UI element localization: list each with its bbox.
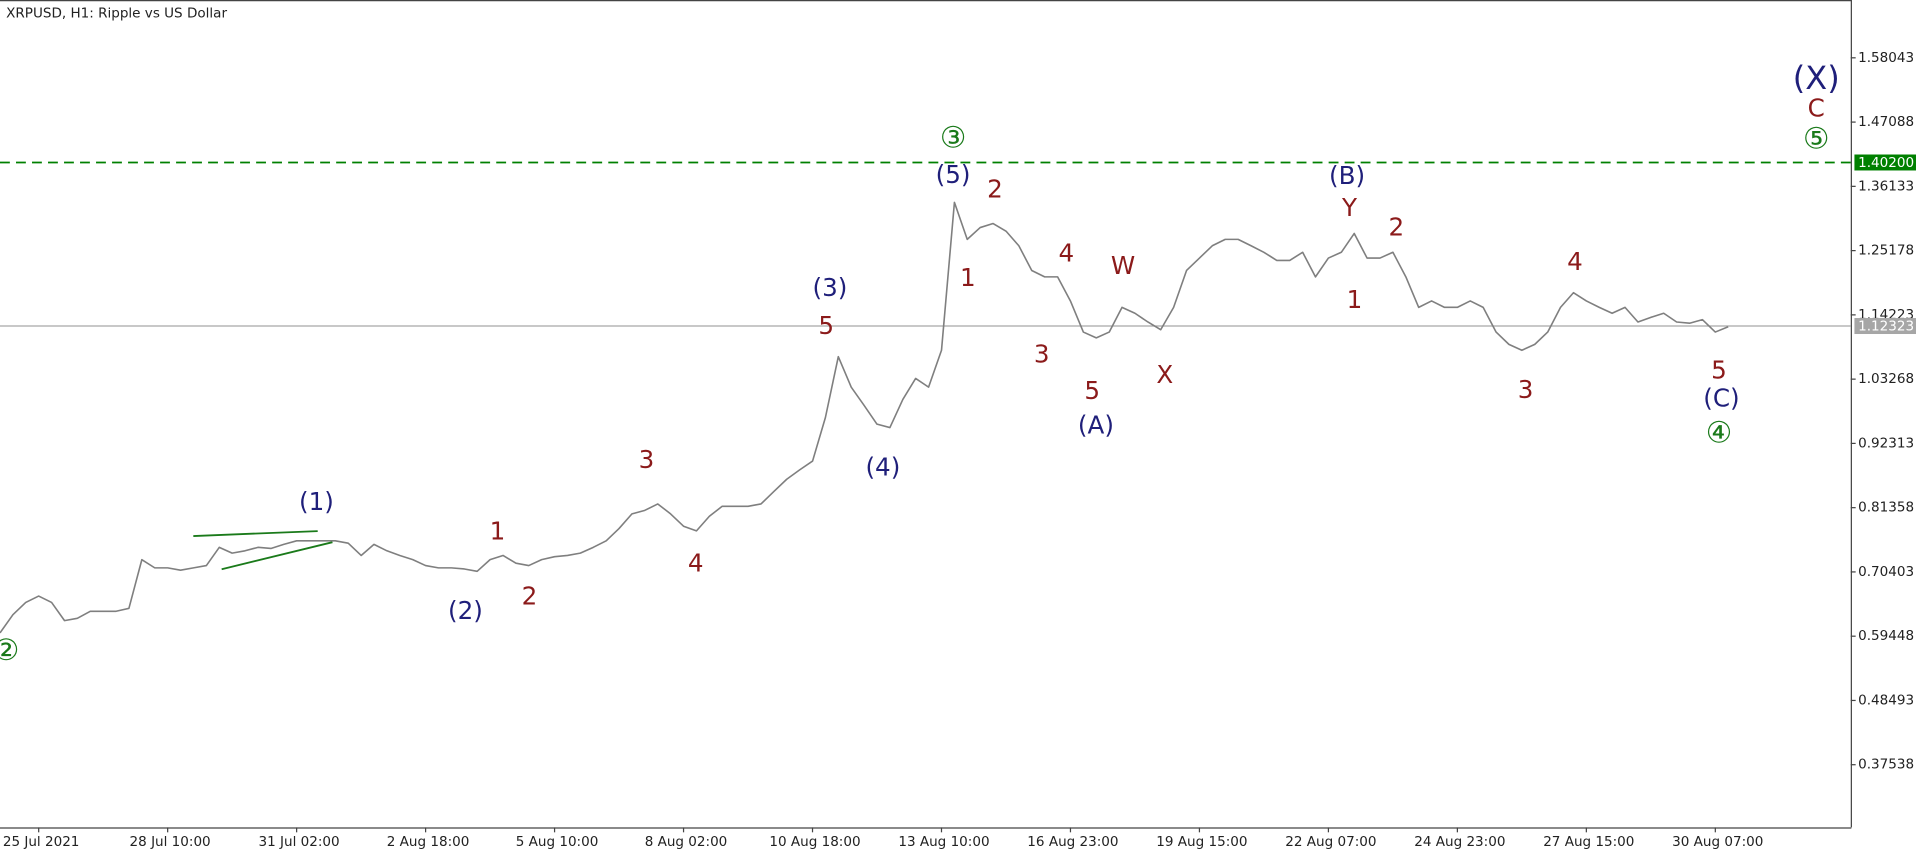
wave-label: ④ — [1706, 416, 1732, 450]
level-label: 1.40200 — [1858, 155, 1914, 171]
wave-label: ② — [0, 633, 19, 667]
wave-label: (1) — [299, 487, 334, 516]
wave-label: ⑤ — [1803, 122, 1829, 156]
triangle-line — [193, 530, 318, 537]
x-tick-label: 19 Aug 15:00 — [1156, 834, 1247, 850]
wave-label: W — [1111, 251, 1135, 280]
wave-label: (2) — [448, 596, 483, 625]
level-label: 1.12323 — [1858, 319, 1914, 335]
chart-title: XRPUSD, H1: Ripple vs US Dollar — [6, 6, 227, 22]
wave-label: ③ — [940, 120, 966, 154]
x-tick-label: 16 Aug 23:00 — [1027, 834, 1118, 850]
wave-label: 5 — [1711, 355, 1727, 384]
x-tick-label: 25 Jul 2021 — [3, 834, 80, 850]
x-tick-label: 27 Aug 15:00 — [1543, 834, 1634, 850]
wave-label: 2 — [522, 582, 538, 611]
wave-label: (5) — [936, 160, 971, 189]
wave-label: 3 — [639, 445, 655, 474]
level-label-box — [1854, 154, 1916, 171]
x-tick-label: 31 Jul 02:00 — [259, 834, 340, 850]
wave-label: 5 — [1084, 376, 1100, 405]
y-tick-label: 1.36133 — [1858, 178, 1914, 194]
y-tick-label: 0.92313 — [1858, 435, 1914, 451]
x-tick-label: 8 Aug 02:00 — [645, 834, 728, 850]
y-tick-label: 0.81358 — [1858, 500, 1914, 516]
y-tick-label: 1.58043 — [1858, 50, 1914, 66]
x-tick-label: 13 Aug 10:00 — [898, 834, 989, 850]
x-tick-label: 28 Jul 10:00 — [130, 834, 211, 850]
wave-label: 4 — [1567, 247, 1583, 276]
wave-label: 3 — [1518, 375, 1534, 404]
wave-label: (3) — [813, 273, 848, 302]
wave-label: (B) — [1329, 161, 1365, 190]
y-tick-label: 0.59448 — [1858, 628, 1914, 644]
wave-label: 4 — [688, 548, 704, 577]
y-tick-label: 1.25178 — [1858, 243, 1914, 259]
x-tick-label: 30 Aug 07:00 — [1672, 834, 1763, 850]
wave-label: (C) — [1703, 384, 1739, 413]
level-label-box — [1854, 318, 1916, 335]
wave-label: 5 — [818, 311, 834, 340]
x-tick-label: 5 Aug 10:00 — [516, 834, 599, 850]
wave-label: 1 — [960, 263, 976, 292]
wave-label: (4) — [865, 452, 900, 481]
wave-label: (X) — [1793, 59, 1840, 97]
price-line — [0, 201, 1729, 634]
x-tick-label: 22 Aug 07:00 — [1285, 834, 1376, 850]
wave-label: 3 — [1034, 339, 1050, 368]
y-tick-label: 0.48493 — [1858, 692, 1914, 708]
x-tick-label: 24 Aug 23:00 — [1414, 834, 1505, 850]
wave-label: 2 — [987, 175, 1003, 204]
wave-label: 2 — [1389, 213, 1405, 242]
y-tick-label: 0.70403 — [1858, 564, 1914, 580]
wave-label: 1 — [1347, 285, 1363, 314]
triangle-line — [221, 541, 333, 571]
wave-label: (A) — [1078, 411, 1114, 440]
wave-label: Y — [1341, 193, 1358, 222]
y-tick-label: 1.47088 — [1858, 114, 1914, 130]
wave-label: C — [1808, 93, 1825, 122]
wave-label: X — [1156, 360, 1173, 389]
y-tick-label: 1.03268 — [1858, 371, 1914, 387]
wave-label: 1 — [490, 516, 506, 545]
x-tick-label: 10 Aug 18:00 — [769, 834, 860, 850]
x-tick-label: 2 Aug 18:00 — [387, 834, 470, 850]
y-tick-label: 0.37538 — [1858, 757, 1914, 773]
wave-label: 4 — [1059, 239, 1075, 268]
